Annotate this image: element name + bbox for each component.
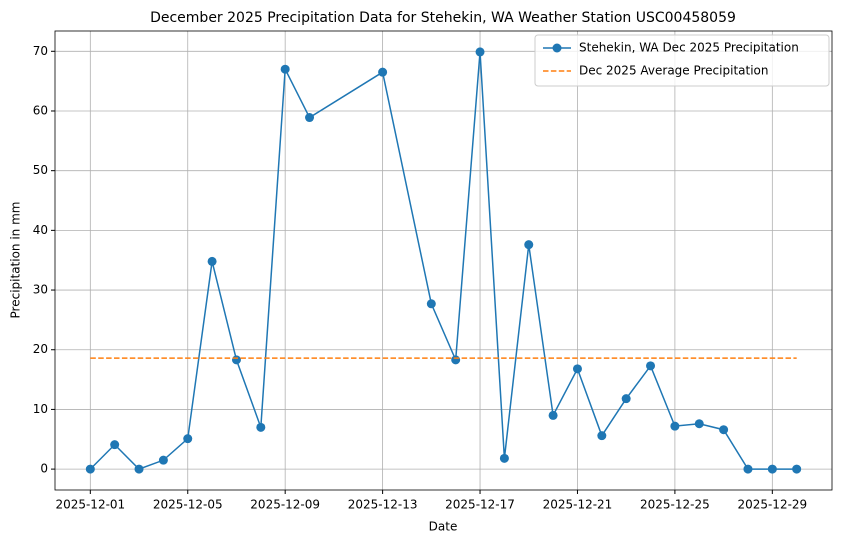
data-point bbox=[499, 453, 509, 463]
x-tick-label: 2025-12-05 bbox=[153, 498, 223, 512]
chart-title: December 2025 Precipitation Data for Ste… bbox=[150, 10, 736, 26]
data-point bbox=[378, 67, 388, 77]
y-tick-label: 30 bbox=[33, 283, 48, 297]
data-point bbox=[548, 410, 558, 420]
legend: Stehekin, WA Dec 2025 Precipitation Dec 2… bbox=[534, 34, 830, 87]
plot-frame bbox=[54, 30, 833, 491]
data-point bbox=[231, 355, 241, 365]
data-point bbox=[621, 394, 631, 404]
y-tick-label: 40 bbox=[33, 223, 48, 237]
x-tick-label: 2025-12-01 bbox=[55, 498, 125, 512]
data-point bbox=[719, 425, 729, 435]
legend-box bbox=[534, 34, 830, 87]
y-tick-label: 50 bbox=[33, 163, 48, 177]
y-axis-label: Precipitation in mm bbox=[9, 202, 23, 319]
data-point bbox=[694, 419, 704, 429]
data-point bbox=[305, 113, 315, 123]
y-tick-label: 20 bbox=[33, 342, 48, 356]
data-point bbox=[207, 256, 217, 266]
data-point bbox=[743, 464, 753, 474]
data-point bbox=[110, 440, 120, 450]
legend-label: Dec 2025 Average Precipitation bbox=[579, 64, 769, 78]
data-point bbox=[767, 464, 777, 474]
data-point bbox=[451, 355, 461, 365]
data-point bbox=[475, 47, 485, 57]
data-point bbox=[572, 364, 582, 374]
y-tick-label: 70 bbox=[33, 44, 48, 58]
data-point bbox=[134, 464, 144, 474]
legend-marker bbox=[552, 43, 562, 53]
x-tick-label: 2025-12-25 bbox=[640, 498, 710, 512]
grid bbox=[55, 31, 832, 490]
data-point bbox=[646, 361, 656, 371]
data-point bbox=[792, 464, 802, 474]
x-tick-label: 2025-12-29 bbox=[737, 498, 807, 512]
data-point bbox=[426, 299, 436, 309]
data-point bbox=[524, 240, 534, 250]
data-point bbox=[670, 421, 680, 431]
data-point bbox=[256, 422, 266, 432]
data-point bbox=[158, 455, 168, 465]
y-tick-label: 10 bbox=[33, 402, 48, 416]
y-tick-label: 60 bbox=[33, 103, 48, 117]
data-point bbox=[85, 464, 95, 474]
y-tick-label: 0 bbox=[40, 462, 48, 476]
x-tick-label: 2025-12-13 bbox=[348, 498, 418, 512]
x-axis-label: Date bbox=[429, 520, 458, 534]
data-point bbox=[597, 431, 607, 441]
x-tick-label: 2025-12-17 bbox=[445, 498, 515, 512]
legend-label: Stehekin, WA Dec 2025 Precipitation bbox=[579, 41, 799, 55]
x-tick-label: 2025-12-21 bbox=[543, 498, 613, 512]
series-line bbox=[89, 51, 797, 470]
data-point bbox=[183, 434, 193, 444]
data-point bbox=[280, 64, 290, 74]
x-tick-label: 2025-12-09 bbox=[250, 498, 320, 512]
